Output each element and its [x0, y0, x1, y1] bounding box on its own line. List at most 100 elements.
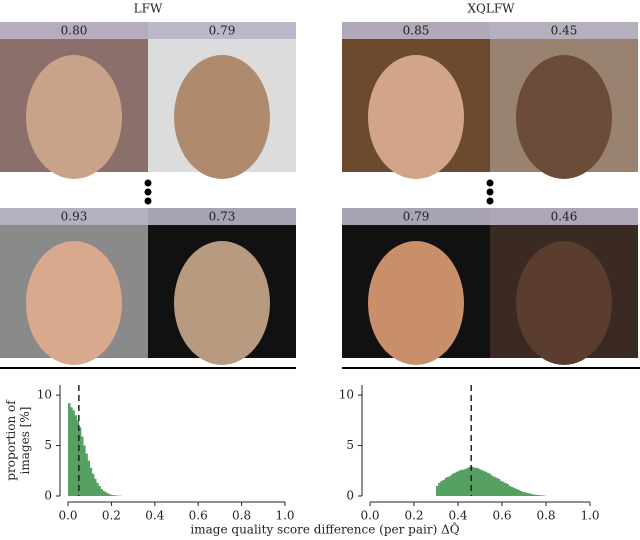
histogram-bar — [70, 407, 73, 496]
histogram-bar — [113, 495, 117, 496]
score-label: 0.46 — [551, 210, 578, 224]
histogram-bar — [462, 469, 465, 496]
histogram-bar — [115, 495, 119, 496]
score-label: 0.93 — [61, 210, 88, 224]
histogram-bar — [94, 478, 97, 496]
histogram-bar — [528, 493, 531, 496]
histogram-bar — [102, 490, 106, 496]
score-label: 0.79 — [403, 210, 430, 224]
x-tick-label: 0.8 — [536, 509, 555, 523]
histogram-bar — [453, 472, 457, 496]
y-tick-label: 0 — [346, 489, 354, 503]
x-tick-label: 0.2 — [102, 509, 121, 523]
score-bar — [342, 22, 490, 39]
histogram-bar — [482, 470, 485, 496]
y-axis-label: proportion ofimages [%] — [4, 399, 32, 481]
x-tick-label: 0.8 — [232, 509, 251, 523]
histogram-bar — [539, 495, 542, 496]
score-bar — [0, 22, 148, 39]
histogram-bar — [436, 485, 439, 496]
score-bar — [148, 208, 296, 225]
histogram-bar — [477, 468, 481, 496]
histogram-bar — [449, 475, 452, 496]
y-tick-label: 0 — [44, 489, 52, 503]
histogram-bar — [442, 479, 446, 496]
x-tick-label: 0.6 — [492, 509, 511, 523]
score-label: 0.80 — [61, 24, 88, 38]
histogram-bar — [506, 483, 509, 496]
histogram-bar — [502, 481, 505, 496]
histogram-bar — [111, 494, 114, 496]
y-tick-label: 10 — [339, 388, 354, 402]
histogram-bar — [480, 469, 483, 496]
histogram-bar — [89, 467, 93, 496]
histogram-bar — [537, 494, 540, 496]
ellipsis-dot — [486, 188, 494, 196]
histogram-bar — [535, 494, 538, 496]
histogram-bar — [447, 476, 450, 496]
y-tick-label: 10 — [37, 388, 52, 402]
score-bar — [148, 22, 296, 39]
histogram-bar — [495, 477, 498, 496]
histogram-bar — [458, 470, 461, 496]
histogram-bar — [466, 467, 470, 496]
face — [368, 241, 464, 365]
face — [516, 241, 612, 365]
histogram-bar — [96, 482, 99, 496]
score-label: 0.73 — [209, 210, 236, 224]
histogram-bar — [104, 492, 108, 496]
histogram-bar — [440, 480, 443, 496]
histogram-bar — [460, 469, 463, 496]
score-bar — [490, 208, 638, 225]
histogram-bar — [521, 491, 525, 496]
histogram-bar — [471, 466, 474, 496]
x-axis-label: image quality score difference (per pair… — [190, 521, 459, 536]
histogram-bar — [438, 482, 441, 496]
face — [516, 55, 612, 179]
histogram-bar — [541, 495, 545, 496]
histogram-bar — [109, 494, 112, 496]
x-tick-label: 0.6 — [189, 509, 208, 523]
histogram-bar — [532, 494, 536, 496]
histogram-bar — [72, 410, 75, 496]
histogram-bar — [464, 468, 468, 496]
ellipsis-dot — [144, 197, 152, 205]
ellipsis-dot — [486, 179, 494, 187]
x-tick-label: 0.0 — [360, 509, 379, 523]
ellipsis-dot — [144, 188, 152, 196]
panel-title: XQLFW — [467, 2, 515, 16]
ellipsis-dot — [486, 197, 494, 205]
x-tick-label: 1.0 — [275, 509, 294, 523]
score-label: 0.79 — [209, 24, 236, 38]
face — [26, 241, 122, 365]
histogram-bar — [491, 475, 494, 496]
histogram-bar — [473, 467, 476, 496]
histogram-bar — [85, 453, 88, 496]
score-bar — [342, 208, 490, 225]
histogram-bar — [517, 489, 520, 496]
histogram-bar — [486, 472, 490, 496]
histogram-bar — [515, 488, 518, 496]
face — [174, 55, 270, 179]
histogram-bar — [488, 473, 492, 496]
face — [174, 241, 270, 365]
histogram-bar — [530, 493, 534, 496]
histogram-bar — [444, 477, 448, 496]
panel-title: LFW — [134, 2, 163, 16]
score-bar — [0, 208, 148, 225]
score-bar — [490, 22, 638, 39]
histogram-bar — [469, 466, 472, 496]
x-tick-label: 0.4 — [145, 509, 164, 523]
face — [26, 55, 122, 179]
histogram-bar — [499, 480, 503, 496]
histogram-bar — [68, 403, 71, 496]
histogram-bar — [81, 436, 84, 496]
histogram-bar — [504, 482, 507, 496]
x-tick-label: 0.4 — [448, 509, 467, 523]
histogram-bar — [76, 420, 80, 496]
histogram-bar — [98, 485, 101, 496]
histogram-bar — [493, 476, 496, 496]
x-tick-label: 0.0 — [58, 509, 77, 523]
histogram-bar — [91, 473, 95, 496]
